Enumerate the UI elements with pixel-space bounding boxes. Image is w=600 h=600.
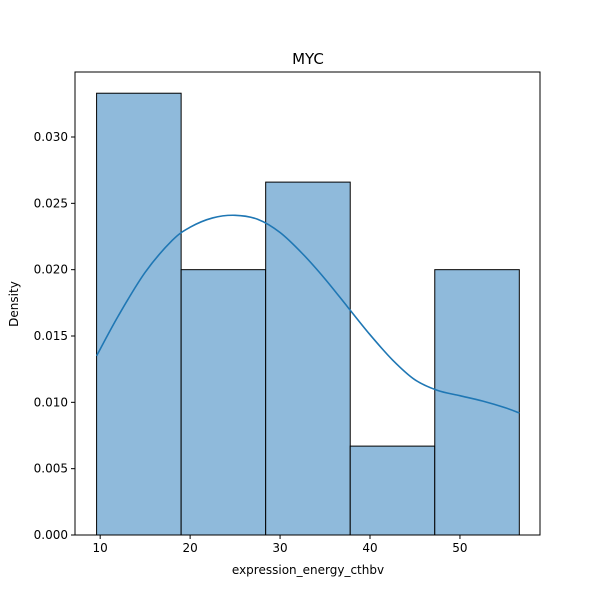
kde-line xyxy=(95,214,520,414)
y-tick-label: 0.030 xyxy=(34,130,68,144)
y-axis-label: Density xyxy=(7,281,21,327)
y-tick-label: 0.010 xyxy=(34,395,68,409)
histogram-bar-3 xyxy=(265,181,351,536)
y-tick-label: 0.015 xyxy=(34,329,68,343)
chart-title: MYC xyxy=(292,50,324,68)
plot-frame xyxy=(74,71,541,536)
x-tick-label: 30 xyxy=(272,541,287,555)
bars-layer xyxy=(96,92,520,536)
y-tick-label: 0.020 xyxy=(34,263,68,277)
x-tick-label: 10 xyxy=(93,541,108,555)
histogram-bar-2 xyxy=(180,269,267,536)
y-tick-label: 0.000 xyxy=(34,528,68,542)
y-tick-label: 0.025 xyxy=(34,196,68,210)
kde-layer xyxy=(95,214,520,414)
histogram-bar-1 xyxy=(96,92,182,536)
y-tick-label: 0.005 xyxy=(34,462,68,476)
x-tick-label: 50 xyxy=(452,541,467,555)
x-axis-label: expression_energy_cthbv xyxy=(232,563,384,577)
histogram-bar-4 xyxy=(349,445,436,536)
x-tick-label: 40 xyxy=(362,541,377,555)
x-tick-label: 20 xyxy=(182,541,197,555)
ticks-layer: 10 20 30 40 50 0.000 0.005 0.010 0.015 0.020 0.025… xyxy=(34,130,468,555)
histogram-bar-5 xyxy=(434,269,520,536)
axes-layer xyxy=(74,71,541,536)
